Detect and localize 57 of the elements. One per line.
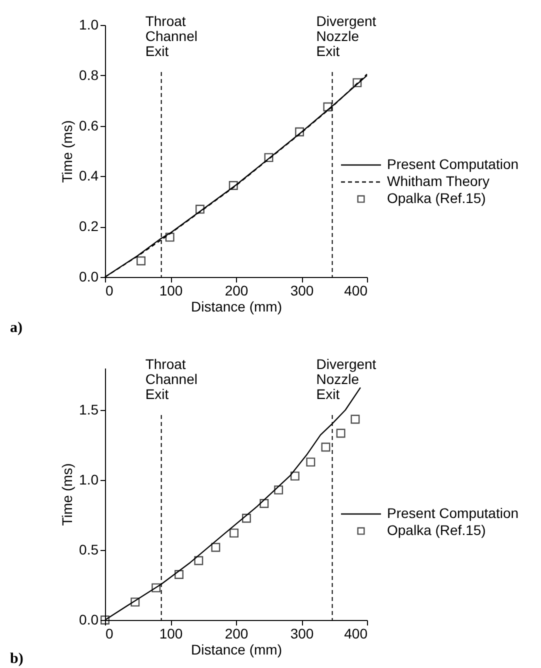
y-tick-label: 1.0 (79, 472, 99, 488)
y-tick-label: 0.5 (79, 542, 99, 558)
x-tick-label: 300 (290, 626, 314, 642)
point (306, 458, 316, 467)
legend-label: Whitham Theory (387, 173, 490, 189)
x-tick-label: 100 (159, 282, 183, 298)
point (242, 514, 251, 523)
point (274, 485, 284, 494)
point (152, 583, 161, 592)
point (290, 472, 300, 481)
ref-line-label: Divergent Nozzle Exit (316, 13, 376, 59)
legend-label: Present Computation (387, 156, 519, 172)
point (174, 570, 184, 579)
x-tick-label: 400 (344, 626, 368, 642)
point (264, 153, 274, 162)
point (136, 256, 146, 266)
point (230, 528, 239, 538)
point (130, 598, 140, 607)
point (228, 181, 238, 190)
ref-line-label: Divergent Nozzle Exit (316, 356, 376, 402)
legend-label: Present Computation (387, 505, 519, 521)
x-axis-title: Distance (mm) (190, 642, 282, 658)
point (350, 414, 360, 424)
text: b) (10, 651, 24, 667)
y-tick-label: 0.2 (79, 218, 99, 234)
point (336, 428, 346, 438)
point (260, 499, 269, 508)
y-tick-label: 0.0 (79, 612, 99, 628)
x-tick-label: 200 (224, 282, 248, 298)
y-tick-label: 0.4 (79, 168, 99, 184)
x-tick-label: 300 (290, 282, 314, 298)
point (321, 442, 330, 452)
y-tick-label: 0.8 (79, 66, 99, 83)
y-tick-label: 1.5 (79, 402, 99, 418)
ref-line-label: Throat Channel Exit (145, 13, 198, 59)
x-axis-title: Distance (mm) (190, 298, 282, 314)
point (211, 542, 220, 552)
point (352, 78, 362, 88)
point (196, 204, 204, 214)
legend-label: Opalka (Ref.15) (387, 190, 486, 206)
y-tick-label: 0.6 (79, 117, 99, 134)
x-tick-label: 200 (224, 626, 248, 642)
point (194, 556, 204, 566)
y-tick-label: 0.0 (79, 268, 99, 284)
point (165, 232, 174, 242)
y-axis-title: Time (ms) (59, 463, 76, 526)
x-tick-label: 0 (106, 626, 114, 642)
x-tick-label: 100 (159, 626, 183, 642)
y-axis-title: Time (ms) (59, 120, 76, 183)
y-tick-label: 1.0 (79, 16, 99, 32)
ref-line-label: Throat Channel Exit (145, 356, 198, 402)
point (323, 102, 332, 112)
point (295, 127, 304, 136)
legend-label: Opalka (Ref.15) (387, 522, 486, 538)
x-tick-label: 0 (106, 282, 114, 298)
x-tick-label: 400 (344, 282, 368, 298)
text: a) (10, 320, 22, 336)
